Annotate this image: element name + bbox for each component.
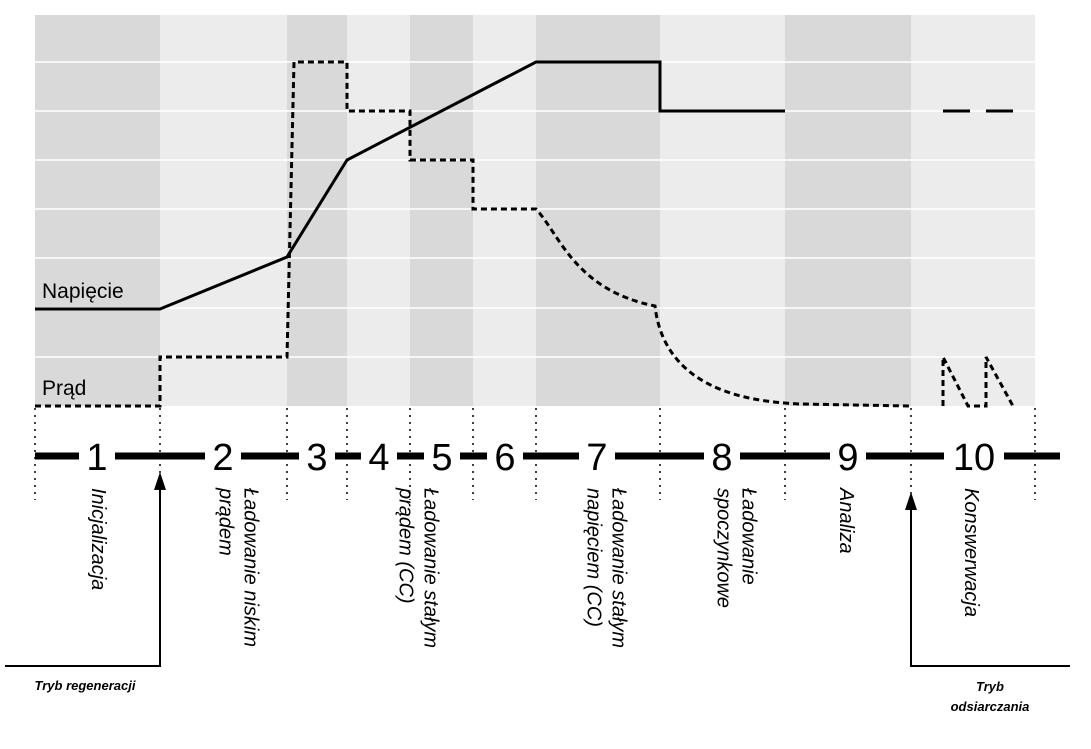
current-line [35,60,911,408]
stage-desc-2: Ładowanie niskimprądem [215,487,262,647]
stage-number-5: 5 [431,437,452,479]
stage-desc-8: Ładowaniespoczynkowe [713,488,760,608]
stage-desc-line: Ładowanie niskim [240,488,262,647]
stage-band-8 [660,15,785,406]
stage-number-6: 6 [494,437,515,479]
voltage-label: Napięcie [42,280,124,303]
stage-bands [35,15,1035,406]
stage-desc-line: Ładowanie [738,488,760,585]
stage-desc-4: Ładowanie stałymprądem (CC) [395,487,442,648]
stage-desc-line: Ładowanie stałym [420,488,442,648]
stage-desc-10: Konswerwacja [960,488,982,617]
mode-label-line: Tryb regeneracji [35,678,136,693]
stage-desc-1: Inicjalizacja [87,488,109,590]
current-label: Prąd [42,377,86,400]
stage-descriptions: Inicjalizacja Ładowanie niskimprądem Ładow… [87,487,982,648]
stage-desc-line: Analiza [835,487,857,554]
stage-desc-7: Ładowanie stałymnapięciem (CC) [583,488,630,648]
desulfation-label: Tryb odsiarczania [951,679,1030,714]
stage-desc-9: Analiza [835,487,857,554]
stage-desc-line: Konswerwacja [960,488,982,617]
stage-desc-line: spoczynkowe [713,488,735,608]
stage-band-10 [911,15,1035,406]
desulfation-arrowhead [905,492,917,510]
stage-number-1: 1 [86,437,107,479]
stage-desc-line: napięciem (CC) [583,488,605,627]
stage-timeline: 1 2 3 4 5 6 7 8 9 10 [34,408,1060,500]
mode-label-line: Tryb [976,679,1004,694]
stage-number-3: 3 [306,437,327,479]
stage-number-2: 2 [212,437,233,479]
stage-band-1 [35,15,160,406]
regeneration-mode: Tryb regeneracji [5,472,166,693]
desulfation-arrow [910,510,1070,667]
stage-desc-line: prądem (CC) [395,487,417,604]
stage-number-10: 10 [953,437,995,479]
stage-number-7: 7 [586,437,607,479]
current-pulses [941,356,1015,408]
desulfation-mode: Tryb odsiarczania [905,492,1070,714]
stage-band-9 [785,15,911,406]
voltage-curve [35,60,1013,311]
stage-number-4: 4 [368,437,389,479]
stage-desc-line: prądem [215,487,237,556]
regeneration-label: Tryb regeneracji [35,678,136,693]
voltage-line [35,60,785,311]
stage-band-5 [410,15,473,406]
stage-band-7 [536,15,660,406]
stage-number-9: 9 [837,437,858,479]
regeneration-arrow [5,490,161,667]
stage-desc-line: Inicjalizacja [87,488,109,590]
current-curve [35,60,1015,408]
stage-band-4 [347,15,410,406]
stage-desc-line: Ładowanie stałym [608,488,630,648]
stage-number-8: 8 [711,437,732,479]
mode-label-line: odsiarczania [951,699,1030,714]
regeneration-arrowhead [154,472,166,490]
stage-band-2 [160,15,287,406]
